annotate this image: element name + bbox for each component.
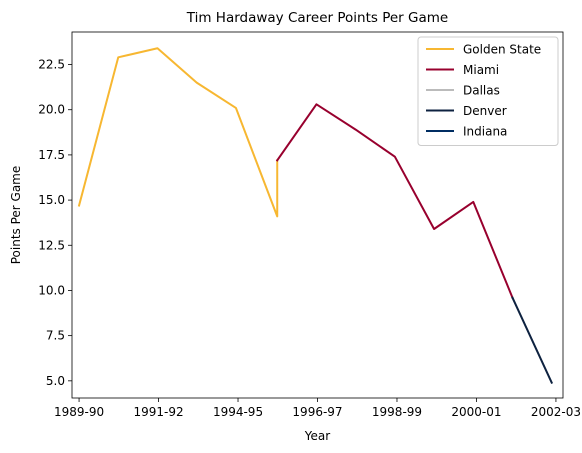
legend-box [417,36,559,146]
y-tick-label: 17.5 [38,148,65,162]
legend-label: Golden State [463,43,541,57]
y-tick-label: 22.5 [38,58,65,72]
chart-title: Tim Hardaway Career Points Per Game [186,10,448,26]
series-line-golden-state [77,47,279,218]
x-tick-label: 1994-95 [213,405,263,419]
y-axis-label: Points Per Game [9,166,23,265]
x-tick-label: 1996-97 [292,405,342,419]
y-tick-label: 10.0 [38,283,65,297]
legend-label: Dallas [463,84,500,98]
y-tick-label: 20.0 [38,103,65,117]
plot-area: 1989-90 1991-92 1994-95 1996-97 1998-99 2000-… [38,31,581,419]
legend-label: Miami [463,63,499,77]
x-tick-label: 1989-90 [54,405,104,419]
x-axis-label: Year [304,429,330,443]
series-line-miami [275,103,514,299]
y-tick-label: 12.5 [38,238,65,252]
y-tick-label: 5.0 [46,374,65,388]
y-tick-label: 7.5 [46,329,65,343]
legend-label: Denver [463,104,507,118]
legend: Golden State Miami Dallas Denver Indiana [417,36,559,146]
x-tick-label: 2002-03 [531,405,581,419]
x-tick-label: 1998-99 [372,405,422,419]
legend-label: Indiana [463,125,507,139]
y-tick-label: 15.0 [38,193,65,207]
series-line-denver [511,296,554,384]
x-tick-label: 1991-92 [133,405,183,419]
x-tick-label: 2000-01 [451,405,501,419]
